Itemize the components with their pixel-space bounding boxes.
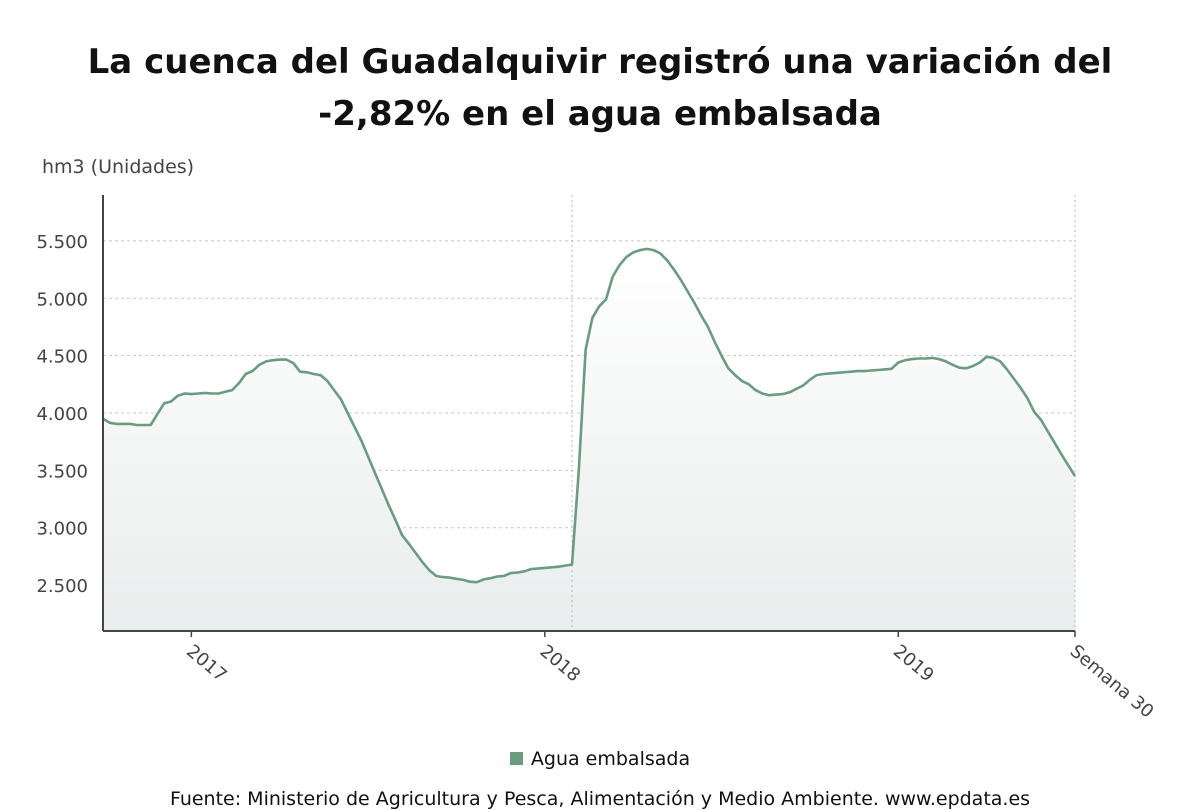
y-axis-label: hm3 (Unidades) <box>42 156 195 178</box>
area-fill <box>103 248 1075 631</box>
x-tick-labels: 2017 2018 2019 Semana 30 <box>182 641 1157 723</box>
x-tick-label: 2018 <box>536 641 585 687</box>
series-line <box>102 247 1077 584</box>
legend: Agua embalsada <box>0 748 1200 770</box>
series-line-path <box>102 247 1077 584</box>
source-note: Fuente: Ministerio de Agricultura y Pesc… <box>169 788 1031 810</box>
axes <box>102 195 1076 637</box>
area-fill-path <box>103 248 1075 631</box>
y-tick-label: 5.500 <box>36 232 88 253</box>
chart-title: La cuenca del Guadalquivir registró una … <box>87 42 1113 134</box>
y-tick-labels: 2.500 3.000 3.500 4.000 4.500 5.000 5.500 <box>36 232 88 597</box>
x-tick-label: 2017 <box>182 641 231 687</box>
y-tick-label: 5.000 <box>36 289 88 310</box>
y-tick-label: 4.000 <box>36 404 88 425</box>
legend-swatch <box>509 752 523 765</box>
y-tick-label: 2.500 <box>36 576 88 597</box>
y-tick-label: 4.500 <box>36 347 88 368</box>
legend-label: Agua embalsada <box>530 748 691 770</box>
x-tick-label: Semana 30 <box>1066 641 1158 723</box>
x-tick-label: 2019 <box>889 641 938 687</box>
y-tick-label: 3.500 <box>36 461 88 482</box>
y-tick-label: 3.000 <box>36 519 88 540</box>
